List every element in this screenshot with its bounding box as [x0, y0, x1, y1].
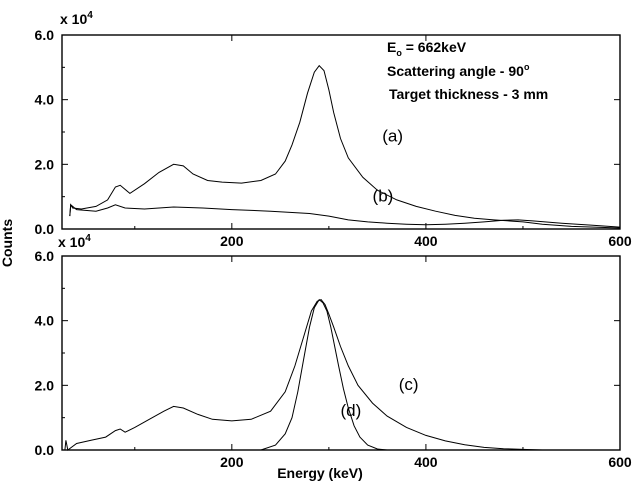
top-y-tick-label: 6.0: [35, 27, 55, 43]
bottom-panel: 200 400 600 0.0 2.0 4.0 6.0 (c) (d) x 104: [35, 233, 632, 470]
bottom-axis-ticks: 200 400 600 0.0 2.0 4.0 6.0: [35, 248, 632, 470]
top-x-tick-label: 200: [220, 233, 244, 249]
top-multiplier-base: x 10: [60, 11, 87, 27]
top-series-line-0: [69, 64, 621, 229]
top-series-label-0: (a): [382, 127, 403, 146]
top-x-tick-label: 400: [414, 233, 438, 249]
top-curves: (a) (b): [69, 64, 621, 229]
annotation-energy-suffix: = 662keV: [402, 39, 467, 55]
top-multiplier-label: x 104: [60, 10, 93, 27]
top-multiplier-exponent: 4: [87, 10, 93, 21]
annotation-angle-sup: o: [524, 62, 530, 72]
annotation-angle: Scattering angle - 90o: [387, 62, 530, 79]
bottom-series-label-1: (d): [341, 401, 362, 420]
top-y-tick-label: 4.0: [35, 92, 55, 108]
bottom-x-tick-label: 200: [220, 454, 244, 470]
bottom-series-label-0: (c): [399, 375, 419, 394]
annotation-energy: Eo = 662keV: [387, 39, 467, 58]
x-axis-title: Energy (keV): [277, 465, 363, 481]
bottom-multiplier-label: x 104: [58, 233, 91, 250]
bottom-x-tick-label: 400: [414, 454, 438, 470]
bottom-x-tick-label: 600: [608, 454, 632, 470]
annotation-angle-prefix: Scattering angle - 90: [387, 63, 524, 79]
top-series-line-1: [69, 203, 621, 228]
bottom-y-tick-label: 2.0: [35, 377, 55, 393]
bottom-series-line-0: [64, 298, 543, 451]
bottom-y-tick-label: 4.0: [35, 313, 55, 329]
bottom-curves: (c) (d): [64, 298, 543, 451]
top-plot-frame: [61, 34, 621, 230]
annotation-energy-prefix: E: [387, 39, 396, 55]
top-y-tick-label: 0.0: [35, 221, 55, 237]
top-x-tick-label: 600: [608, 233, 632, 249]
y-axis-title: Counts: [0, 219, 15, 267]
top-annotation: Eo = 662keV Scattering angle - 90o Targe…: [387, 39, 548, 102]
annotation-energy-sub: o: [396, 48, 402, 58]
top-y-tick-label: 2.0: [35, 156, 55, 172]
annotation-thickness: Target thickness - 3 mm: [389, 86, 548, 102]
top-series-label-1: (b): [373, 187, 394, 206]
bottom-multiplier-base: x 10: [58, 234, 85, 250]
bottom-series-line-1: [260, 298, 388, 451]
top-axis-ticks: 200 400 600 0.0 2.0 4.0 6.0: [35, 27, 632, 249]
bottom-y-tick-label: 0.0: [35, 442, 55, 458]
bottom-y-tick-label: 6.0: [35, 248, 55, 264]
bottom-multiplier-exponent: 4: [85, 233, 91, 244]
